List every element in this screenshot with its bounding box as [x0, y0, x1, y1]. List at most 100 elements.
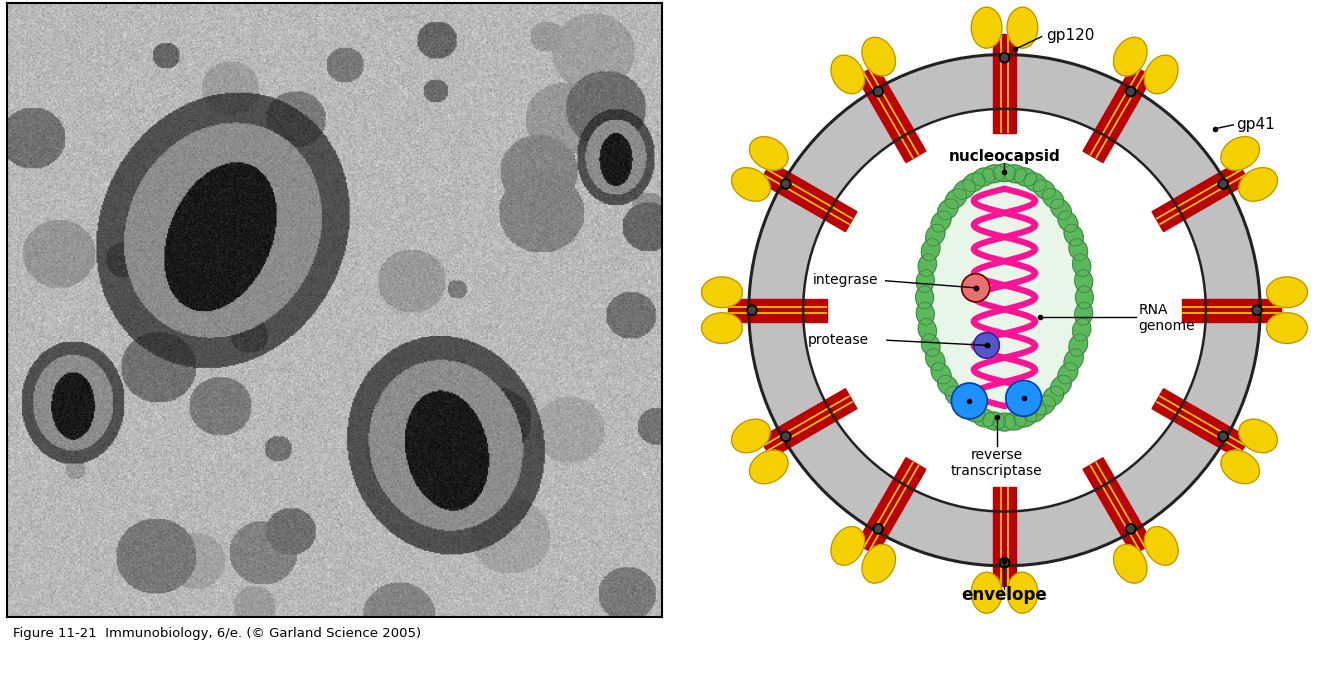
Ellipse shape: [1013, 409, 1036, 427]
Ellipse shape: [1004, 165, 1027, 183]
Circle shape: [974, 332, 1000, 358]
Ellipse shape: [993, 413, 1016, 431]
Circle shape: [803, 109, 1206, 511]
Ellipse shape: [982, 412, 1005, 430]
Ellipse shape: [917, 270, 934, 293]
Polygon shape: [1181, 299, 1280, 321]
Ellipse shape: [1221, 450, 1260, 483]
Ellipse shape: [1013, 168, 1036, 186]
Ellipse shape: [1057, 363, 1078, 384]
Circle shape: [1253, 307, 1260, 313]
Text: gp41: gp41: [1236, 117, 1275, 132]
Ellipse shape: [982, 165, 1005, 183]
Ellipse shape: [1239, 419, 1278, 453]
Ellipse shape: [972, 572, 1002, 613]
Text: gp120: gp120: [1045, 28, 1095, 43]
Ellipse shape: [918, 254, 937, 277]
Circle shape: [1005, 380, 1041, 416]
Ellipse shape: [972, 7, 1002, 48]
Circle shape: [1220, 433, 1227, 439]
Circle shape: [1252, 305, 1261, 315]
Ellipse shape: [926, 224, 945, 246]
Circle shape: [1001, 559, 1008, 566]
Circle shape: [951, 383, 988, 419]
Ellipse shape: [1072, 254, 1091, 277]
Ellipse shape: [915, 286, 934, 309]
Ellipse shape: [993, 164, 1016, 182]
Ellipse shape: [731, 167, 770, 201]
Polygon shape: [760, 162, 858, 232]
Ellipse shape: [973, 409, 996, 427]
Polygon shape: [856, 65, 926, 163]
Ellipse shape: [931, 363, 951, 384]
Circle shape: [1219, 431, 1228, 441]
Circle shape: [749, 307, 756, 313]
Text: reverse
transcriptase: reverse transcriptase: [951, 447, 1043, 478]
Circle shape: [1001, 54, 1008, 61]
Polygon shape: [993, 34, 1016, 133]
Polygon shape: [856, 458, 926, 555]
Text: RNA
genome: RNA genome: [1139, 303, 1196, 333]
Text: Figure 11-21  Immunobiology, 6/e. (© Garland Science 2005): Figure 11-21 Immunobiology, 6/e. (© Garl…: [13, 627, 421, 641]
Circle shape: [747, 305, 757, 315]
Ellipse shape: [922, 239, 939, 261]
Polygon shape: [729, 299, 828, 321]
Polygon shape: [993, 487, 1016, 586]
Ellipse shape: [831, 55, 864, 94]
Ellipse shape: [1075, 286, 1094, 309]
Circle shape: [962, 274, 990, 302]
Polygon shape: [1151, 162, 1249, 232]
Ellipse shape: [1114, 544, 1147, 583]
Text: integrase: integrase: [813, 273, 878, 287]
Ellipse shape: [1051, 375, 1071, 396]
Ellipse shape: [1024, 403, 1047, 422]
Ellipse shape: [1075, 302, 1092, 325]
Circle shape: [782, 433, 789, 439]
Ellipse shape: [862, 544, 895, 583]
Polygon shape: [760, 388, 858, 458]
Circle shape: [875, 88, 882, 95]
Ellipse shape: [1072, 318, 1091, 341]
Ellipse shape: [702, 277, 742, 308]
Ellipse shape: [962, 173, 985, 192]
Ellipse shape: [954, 396, 976, 415]
Ellipse shape: [938, 375, 958, 396]
Circle shape: [1220, 181, 1227, 187]
Ellipse shape: [749, 137, 788, 170]
Circle shape: [781, 179, 790, 189]
Circle shape: [1126, 86, 1135, 97]
Ellipse shape: [1004, 412, 1027, 430]
Ellipse shape: [945, 188, 966, 209]
Ellipse shape: [1033, 180, 1055, 199]
Ellipse shape: [1043, 386, 1064, 406]
Ellipse shape: [1114, 37, 1147, 76]
Ellipse shape: [1057, 211, 1078, 232]
Ellipse shape: [1033, 396, 1055, 415]
Ellipse shape: [1006, 572, 1037, 613]
Circle shape: [1000, 53, 1009, 63]
Text: envelope: envelope: [962, 586, 1047, 603]
Ellipse shape: [1043, 188, 1064, 209]
Ellipse shape: [731, 419, 770, 453]
Circle shape: [1127, 525, 1134, 532]
Ellipse shape: [1267, 313, 1307, 344]
Ellipse shape: [862, 37, 895, 76]
Circle shape: [1219, 179, 1228, 189]
Ellipse shape: [973, 168, 996, 186]
Ellipse shape: [1064, 348, 1083, 371]
Polygon shape: [1083, 458, 1153, 555]
Ellipse shape: [702, 313, 742, 344]
Circle shape: [781, 431, 790, 441]
Ellipse shape: [917, 302, 934, 325]
Ellipse shape: [926, 348, 945, 371]
Circle shape: [782, 181, 789, 187]
Ellipse shape: [1051, 199, 1071, 220]
Ellipse shape: [1075, 270, 1092, 293]
Text: nucleocapsid: nucleocapsid: [949, 149, 1060, 164]
Circle shape: [1126, 523, 1135, 534]
Ellipse shape: [1070, 239, 1087, 261]
Ellipse shape: [962, 403, 985, 422]
Ellipse shape: [925, 173, 1084, 422]
Ellipse shape: [1267, 277, 1307, 308]
Ellipse shape: [931, 211, 951, 232]
